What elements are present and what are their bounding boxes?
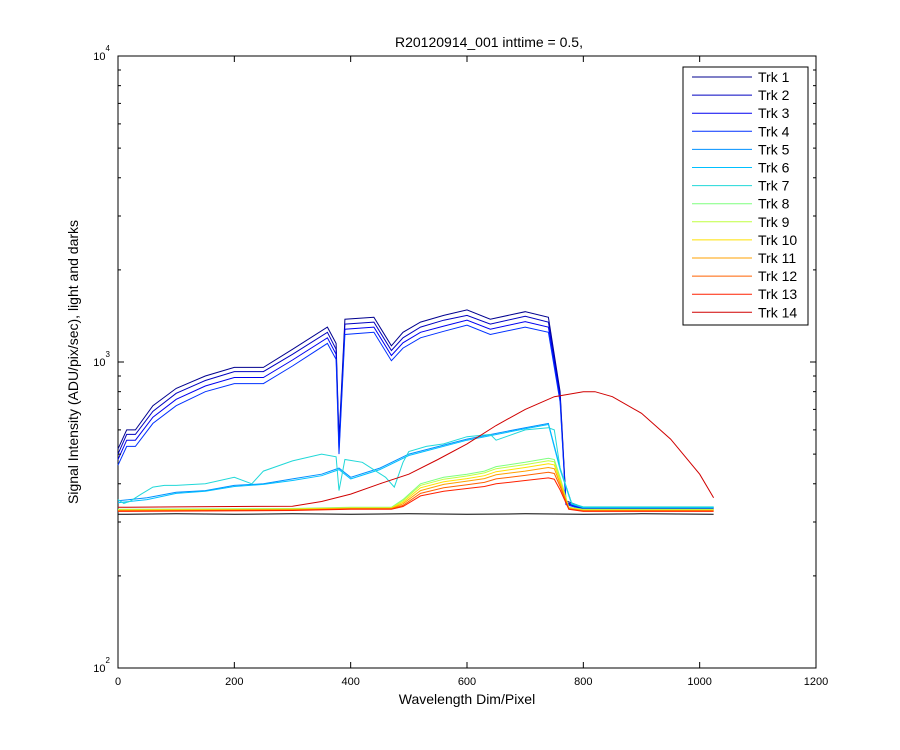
- x-axis-title: Wavelength Dim/Pixel: [399, 691, 535, 707]
- series-line-7: [117, 427, 714, 508]
- chart-title: R20120914_001 inttime = 0.5,: [395, 34, 583, 50]
- legend-label: Trk 8: [758, 196, 790, 212]
- ticks-layer: [117, 56, 817, 669]
- legend-label: Trk 4: [758, 123, 790, 139]
- series-line-15: [117, 513, 714, 515]
- legend-label: Trk 5: [758, 141, 790, 157]
- y-tick-label: 103: [93, 350, 110, 369]
- x-tick-label: 600: [458, 676, 476, 688]
- series-layer: [117, 309, 715, 515]
- x-tick-label: 1000: [687, 676, 711, 688]
- legend-label: Trk 14: [758, 304, 797, 320]
- legend-label: Trk 2: [758, 87, 790, 103]
- x-tick-label: 0: [115, 676, 121, 688]
- legend-label: Trk 9: [758, 214, 790, 230]
- x-tick-labels: 0 200 400 600 800 1000 1200: [115, 676, 828, 688]
- legend-label: Trk 7: [758, 178, 790, 194]
- legend: Trk 1 Trk 2 Trk 3 Trk 4 Trk 5 Trk 6 Trk 7 Trk 8…: [682, 66, 809, 326]
- series-line-3: [117, 319, 714, 510]
- legend-label: Trk 12: [758, 268, 797, 284]
- series-line-14: [117, 391, 715, 508]
- legend-label: Trk 10: [758, 232, 797, 248]
- legend-label: Trk 6: [758, 160, 790, 176]
- x-tick-label: 1200: [804, 676, 828, 688]
- y-axis-title: Signal Intensity (ADU/pix/sec), light an…: [65, 220, 81, 504]
- series-line-2: [117, 314, 714, 509]
- x-tick-label: 200: [225, 676, 243, 688]
- legend-label: Trk 13: [758, 286, 797, 302]
- legend-box: [682, 66, 809, 326]
- legend-label: Trk 1: [758, 69, 790, 85]
- series-line-4: [117, 324, 714, 510]
- y-tick-label: 104: [93, 44, 110, 63]
- legend-label: Trk 11: [758, 250, 796, 266]
- legend-items: Trk 1 Trk 2 Trk 3 Trk 4 Trk 5 Trk 6 Trk 7 Trk 8…: [692, 69, 797, 320]
- y-tick-label: 102: [93, 656, 110, 675]
- legend-label: Trk 3: [758, 105, 790, 121]
- series-line-1: [117, 309, 714, 508]
- y-tick-labels: 102 103 104: [93, 44, 110, 675]
- x-tick-label: 400: [341, 676, 359, 688]
- series-line-13: [117, 477, 714, 512]
- x-tick-label: 800: [574, 676, 592, 688]
